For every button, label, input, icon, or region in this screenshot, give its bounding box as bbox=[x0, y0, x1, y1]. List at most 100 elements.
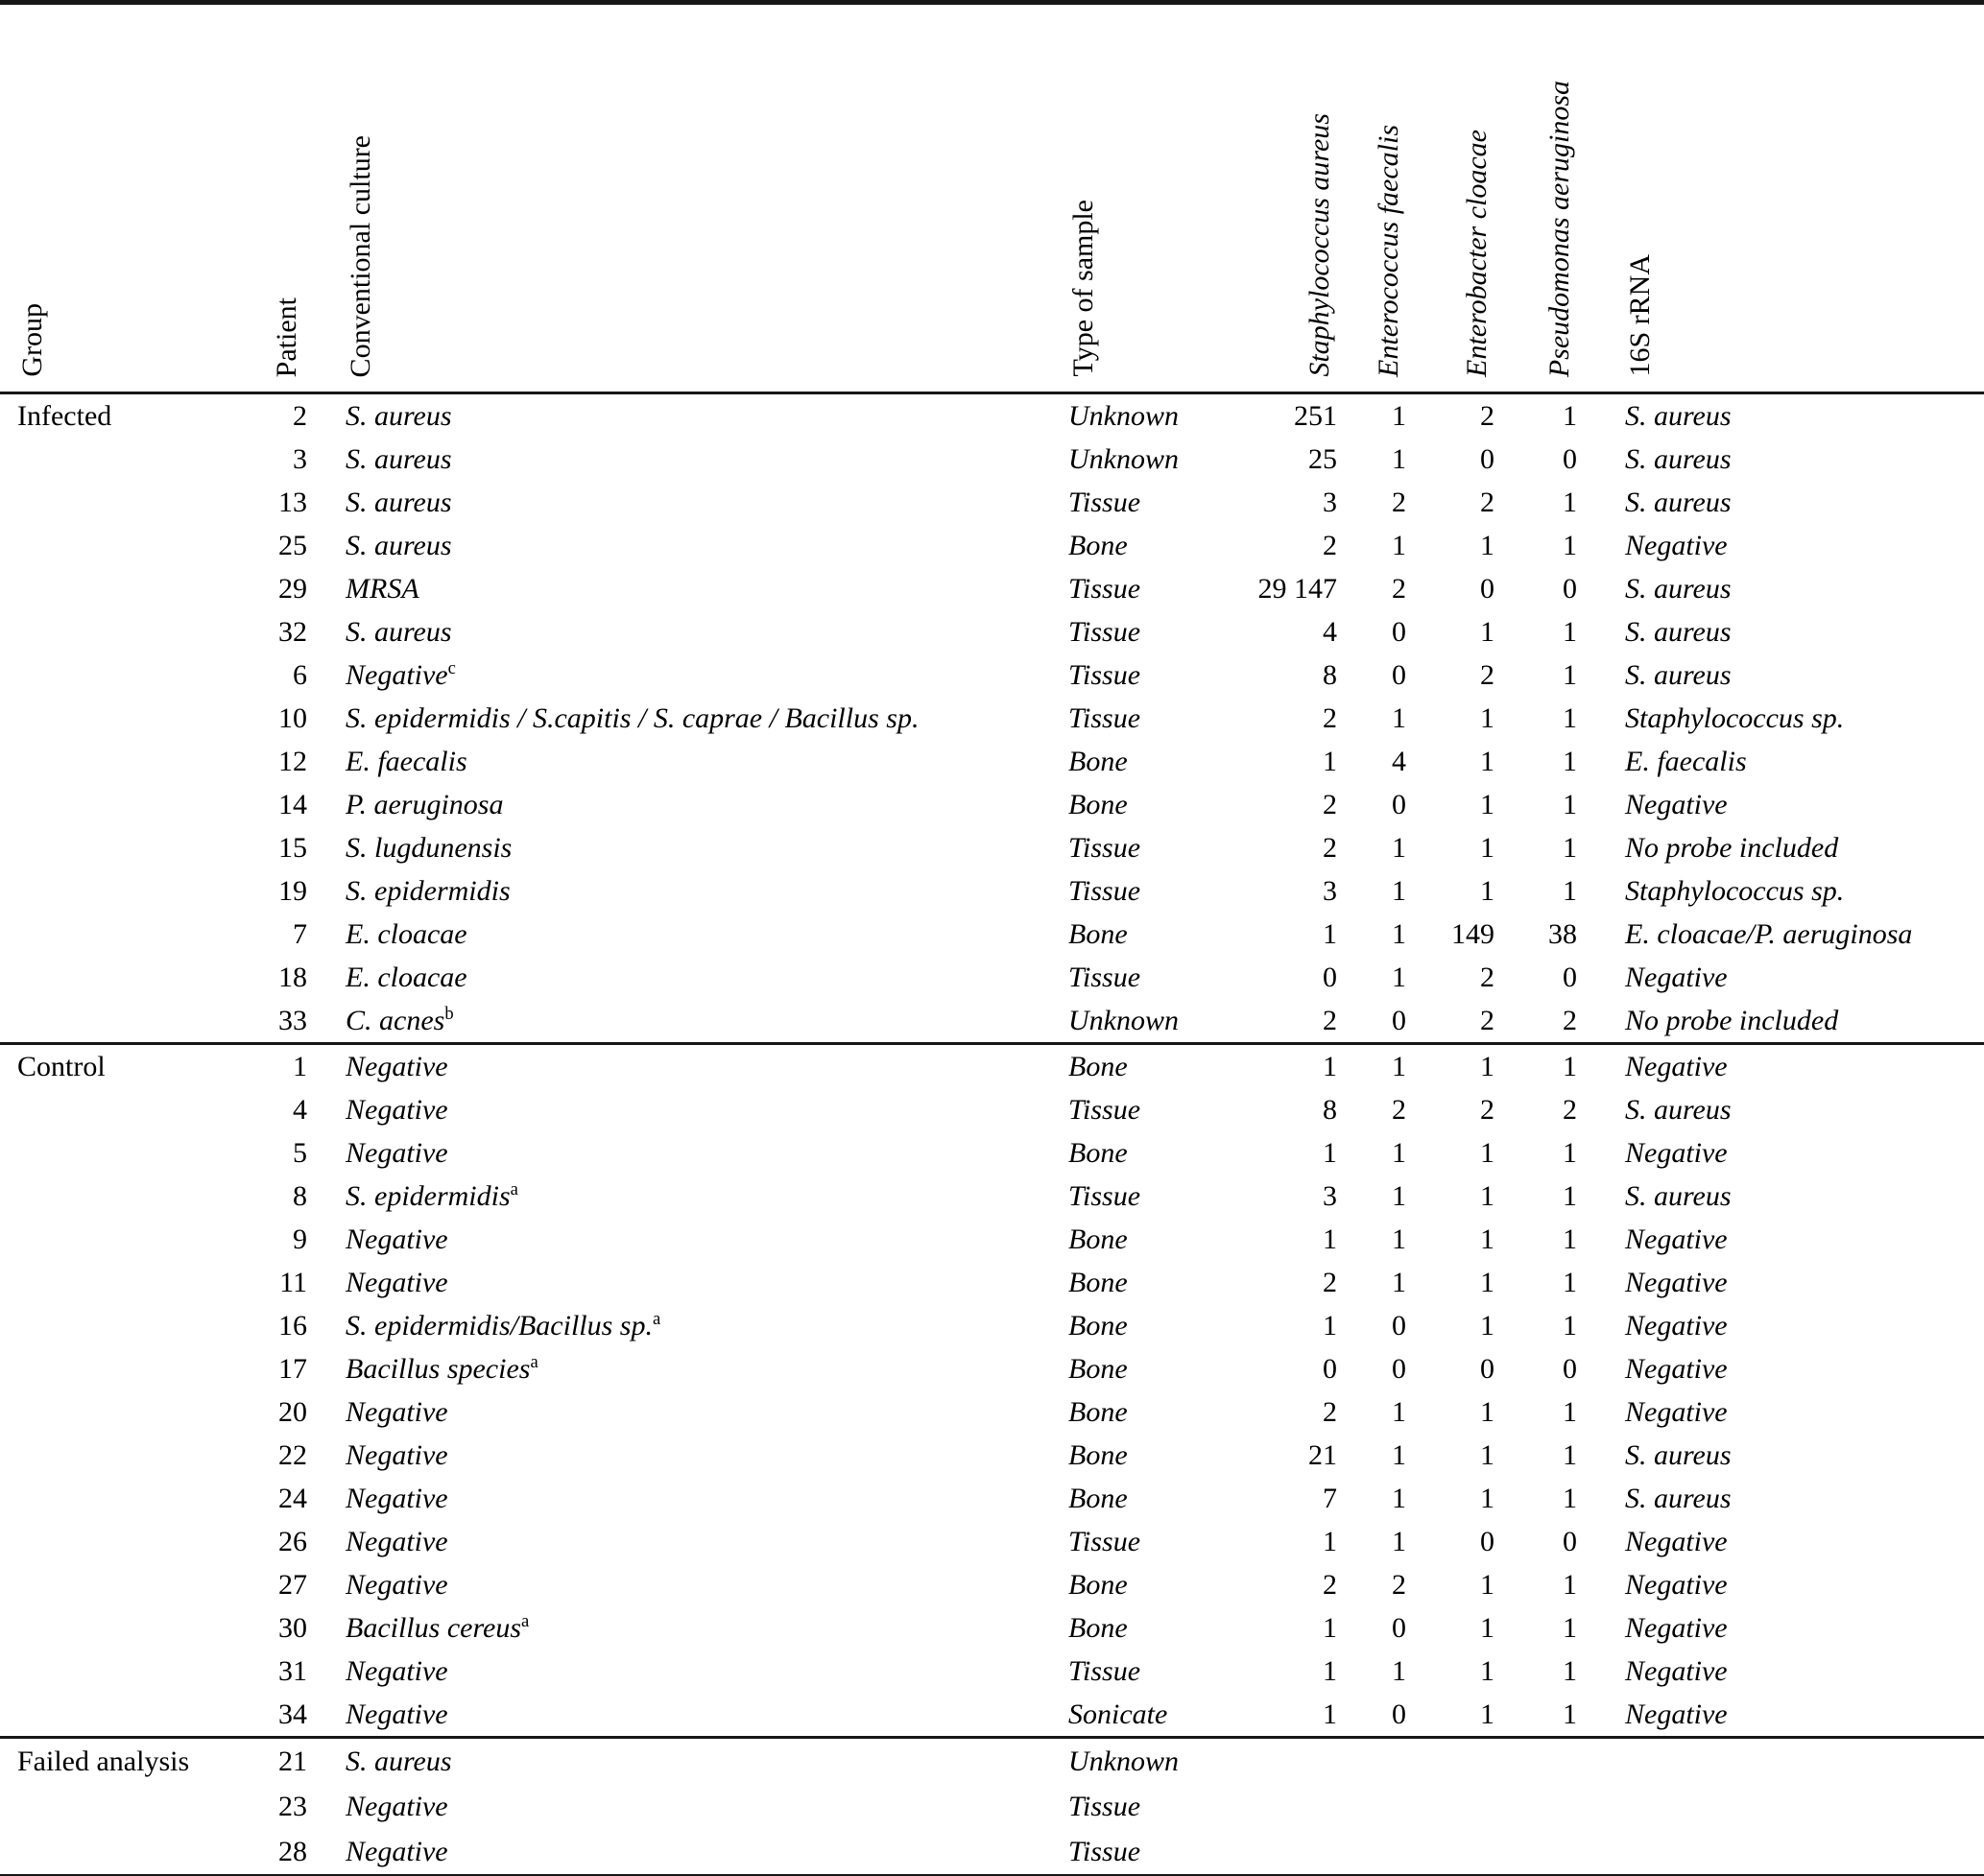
patient-number: 15 bbox=[278, 831, 307, 864]
table-row: 27 Negative Bone 2 2 1 1 Negative bbox=[0, 1563, 1984, 1606]
p-aeruginosa-count: 1 bbox=[1563, 1395, 1577, 1428]
patient-number: 10 bbox=[278, 701, 307, 734]
e-faecalis-count: 1 bbox=[1392, 1266, 1406, 1298]
patient-number: 23 bbox=[278, 1790, 307, 1822]
sample-type-value: Tissue bbox=[1068, 658, 1141, 691]
conventional-culture-value: S. aureus bbox=[346, 486, 452, 518]
sample-type-value: Bone bbox=[1068, 1611, 1128, 1644]
table-row: 30 Bacillus cereusa Bone 1 0 1 1 Negativ… bbox=[0, 1606, 1984, 1650]
e-cloacae-count: 1 bbox=[1480, 1223, 1494, 1255]
table-row: 28 Negative Tissue bbox=[0, 1829, 1984, 1876]
s-aureus-count: 2 bbox=[1323, 831, 1337, 864]
patient-number: 33 bbox=[278, 1004, 307, 1036]
p-aeruginosa-count: 1 bbox=[1563, 399, 1577, 432]
table-row: 5 Negative Bone 1 1 1 1 Negative bbox=[0, 1131, 1984, 1175]
table-row: 6 Negativec Tissue 8 0 2 1 S. aureus bbox=[0, 653, 1984, 697]
conventional-culture-value: P. aeruginosa bbox=[346, 788, 504, 820]
p-aeruginosa-count: 1 bbox=[1563, 529, 1577, 561]
group-label: Infected bbox=[17, 399, 112, 432]
sample-type-value: Bone bbox=[1068, 1352, 1128, 1385]
patient-number: 3 bbox=[293, 442, 307, 475]
rrna-result-value: S. aureus bbox=[1625, 1179, 1732, 1212]
rrna-result-value: S. aureus bbox=[1625, 399, 1732, 432]
conventional-culture-value: E. faecalis bbox=[346, 745, 467, 777]
e-faecalis-count: 0 bbox=[1392, 658, 1406, 691]
s-aureus-count: 1 bbox=[1323, 1611, 1337, 1644]
s-aureus-count: 8 bbox=[1323, 1093, 1337, 1126]
conventional-culture-value: S. aureus bbox=[346, 442, 452, 475]
sample-type-value: Tissue bbox=[1068, 1654, 1141, 1687]
e-faecalis-count: 1 bbox=[1392, 1050, 1406, 1082]
rrna-result-value: Negative bbox=[1625, 1266, 1728, 1298]
s-aureus-count: 2 bbox=[1323, 529, 1337, 561]
e-cloacae-count: 1 bbox=[1480, 1654, 1494, 1687]
col-header-patient: Patient bbox=[270, 297, 302, 377]
s-aureus-count: 2 bbox=[1323, 788, 1337, 820]
sample-type-value: Bone bbox=[1068, 1395, 1128, 1428]
conventional-culture-value: S. epidermidis bbox=[346, 874, 511, 907]
header-row: Group Patient Conventional culture Type … bbox=[0, 3, 1984, 393]
rrna-result-value: Negative bbox=[1625, 1654, 1728, 1687]
patient-number: 12 bbox=[278, 745, 307, 777]
s-aureus-count: 4 bbox=[1323, 615, 1337, 648]
p-aeruginosa-count: 1 bbox=[1563, 788, 1577, 820]
conventional-culture-value: S. epidermidis/Bacillus sp. bbox=[346, 1309, 653, 1342]
sample-type-value: Bone bbox=[1068, 529, 1128, 561]
s-aureus-count: 0 bbox=[1323, 1352, 1337, 1385]
conventional-culture-value: S. lugdunensis bbox=[346, 831, 513, 864]
patient-number: 22 bbox=[278, 1438, 307, 1471]
conventional-culture-value: MRSA bbox=[346, 572, 419, 605]
table-row: Failed analysis 21 S. aureus Unknown bbox=[0, 1738, 1984, 1785]
sample-type-value: Bone bbox=[1068, 917, 1128, 950]
table-row: 20 Negative Bone 2 1 1 1 Negative bbox=[0, 1390, 1984, 1434]
e-faecalis-count: 0 bbox=[1392, 615, 1406, 648]
s-aureus-count: 3 bbox=[1323, 486, 1337, 518]
sample-type-value: Unknown bbox=[1068, 399, 1179, 432]
p-aeruginosa-count: 1 bbox=[1563, 1050, 1577, 1082]
table-row: 14 P. aeruginosa Bone 2 0 1 1 Negative bbox=[0, 783, 1984, 826]
footnote-marker: a bbox=[521, 1610, 530, 1631]
conventional-culture-value: Negative bbox=[346, 1050, 448, 1082]
rrna-result-value: Negative bbox=[1625, 1352, 1728, 1385]
p-aeruginosa-count: 1 bbox=[1563, 1568, 1577, 1601]
e-cloacae-count: 0 bbox=[1480, 442, 1494, 475]
conventional-culture-value: Negative bbox=[346, 1223, 448, 1255]
table-row: 13 S. aureus Tissue 3 2 2 1 S. aureus bbox=[0, 481, 1984, 524]
col-header-pseudomonas-aeruginosa: Pseudomonas aeruginosa bbox=[1542, 80, 1575, 377]
e-cloacae-count: 2 bbox=[1480, 961, 1494, 993]
footnote-marker: b bbox=[444, 1003, 454, 1024]
table-row: 23 Negative Tissue bbox=[0, 1784, 1984, 1829]
p-aeruginosa-count: 1 bbox=[1563, 1266, 1577, 1298]
patient-number: 11 bbox=[279, 1266, 307, 1298]
e-faecalis-count: 1 bbox=[1392, 1223, 1406, 1255]
p-aeruginosa-count: 2 bbox=[1563, 1093, 1577, 1126]
rrna-result-value: Staphylococcus sp. bbox=[1625, 701, 1845, 734]
e-faecalis-count: 0 bbox=[1392, 1309, 1406, 1342]
col-header-enterobacter-cloacae: Enterobacter cloacae bbox=[1460, 130, 1493, 377]
e-cloacae-count: 2 bbox=[1480, 486, 1494, 518]
rrna-result-value: Negative bbox=[1625, 1611, 1728, 1644]
table-row: Control 1 Negative Bone 1 1 1 1 Negative bbox=[0, 1044, 1984, 1089]
e-cloacae-count: 1 bbox=[1480, 1309, 1494, 1342]
rrna-result-value: E. faecalis bbox=[1625, 745, 1747, 777]
sample-type-value: Tissue bbox=[1068, 1525, 1141, 1557]
s-aureus-count: 29 147 bbox=[1257, 572, 1338, 605]
patient-number: 25 bbox=[278, 529, 307, 561]
e-faecalis-count: 1 bbox=[1392, 1525, 1406, 1557]
sample-type-value: Tissue bbox=[1068, 701, 1141, 734]
e-cloacae-count: 1 bbox=[1480, 788, 1494, 820]
e-faecalis-count: 1 bbox=[1392, 917, 1406, 950]
e-faecalis-count: 1 bbox=[1392, 1136, 1406, 1169]
conventional-culture-value: Negative bbox=[346, 1525, 448, 1557]
e-cloacae-count: 1 bbox=[1480, 1266, 1494, 1298]
p-aeruginosa-count: 1 bbox=[1563, 486, 1577, 518]
conventional-culture-value: S. aureus bbox=[346, 615, 452, 648]
patient-number: 20 bbox=[278, 1395, 307, 1428]
patient-number: 7 bbox=[293, 917, 307, 950]
s-aureus-count: 0 bbox=[1323, 961, 1337, 993]
rrna-result-value: Negative bbox=[1625, 529, 1728, 561]
e-faecalis-count: 0 bbox=[1392, 1611, 1406, 1644]
patient-number: 24 bbox=[278, 1482, 307, 1514]
conventional-culture-value: E. cloacae bbox=[346, 961, 467, 993]
